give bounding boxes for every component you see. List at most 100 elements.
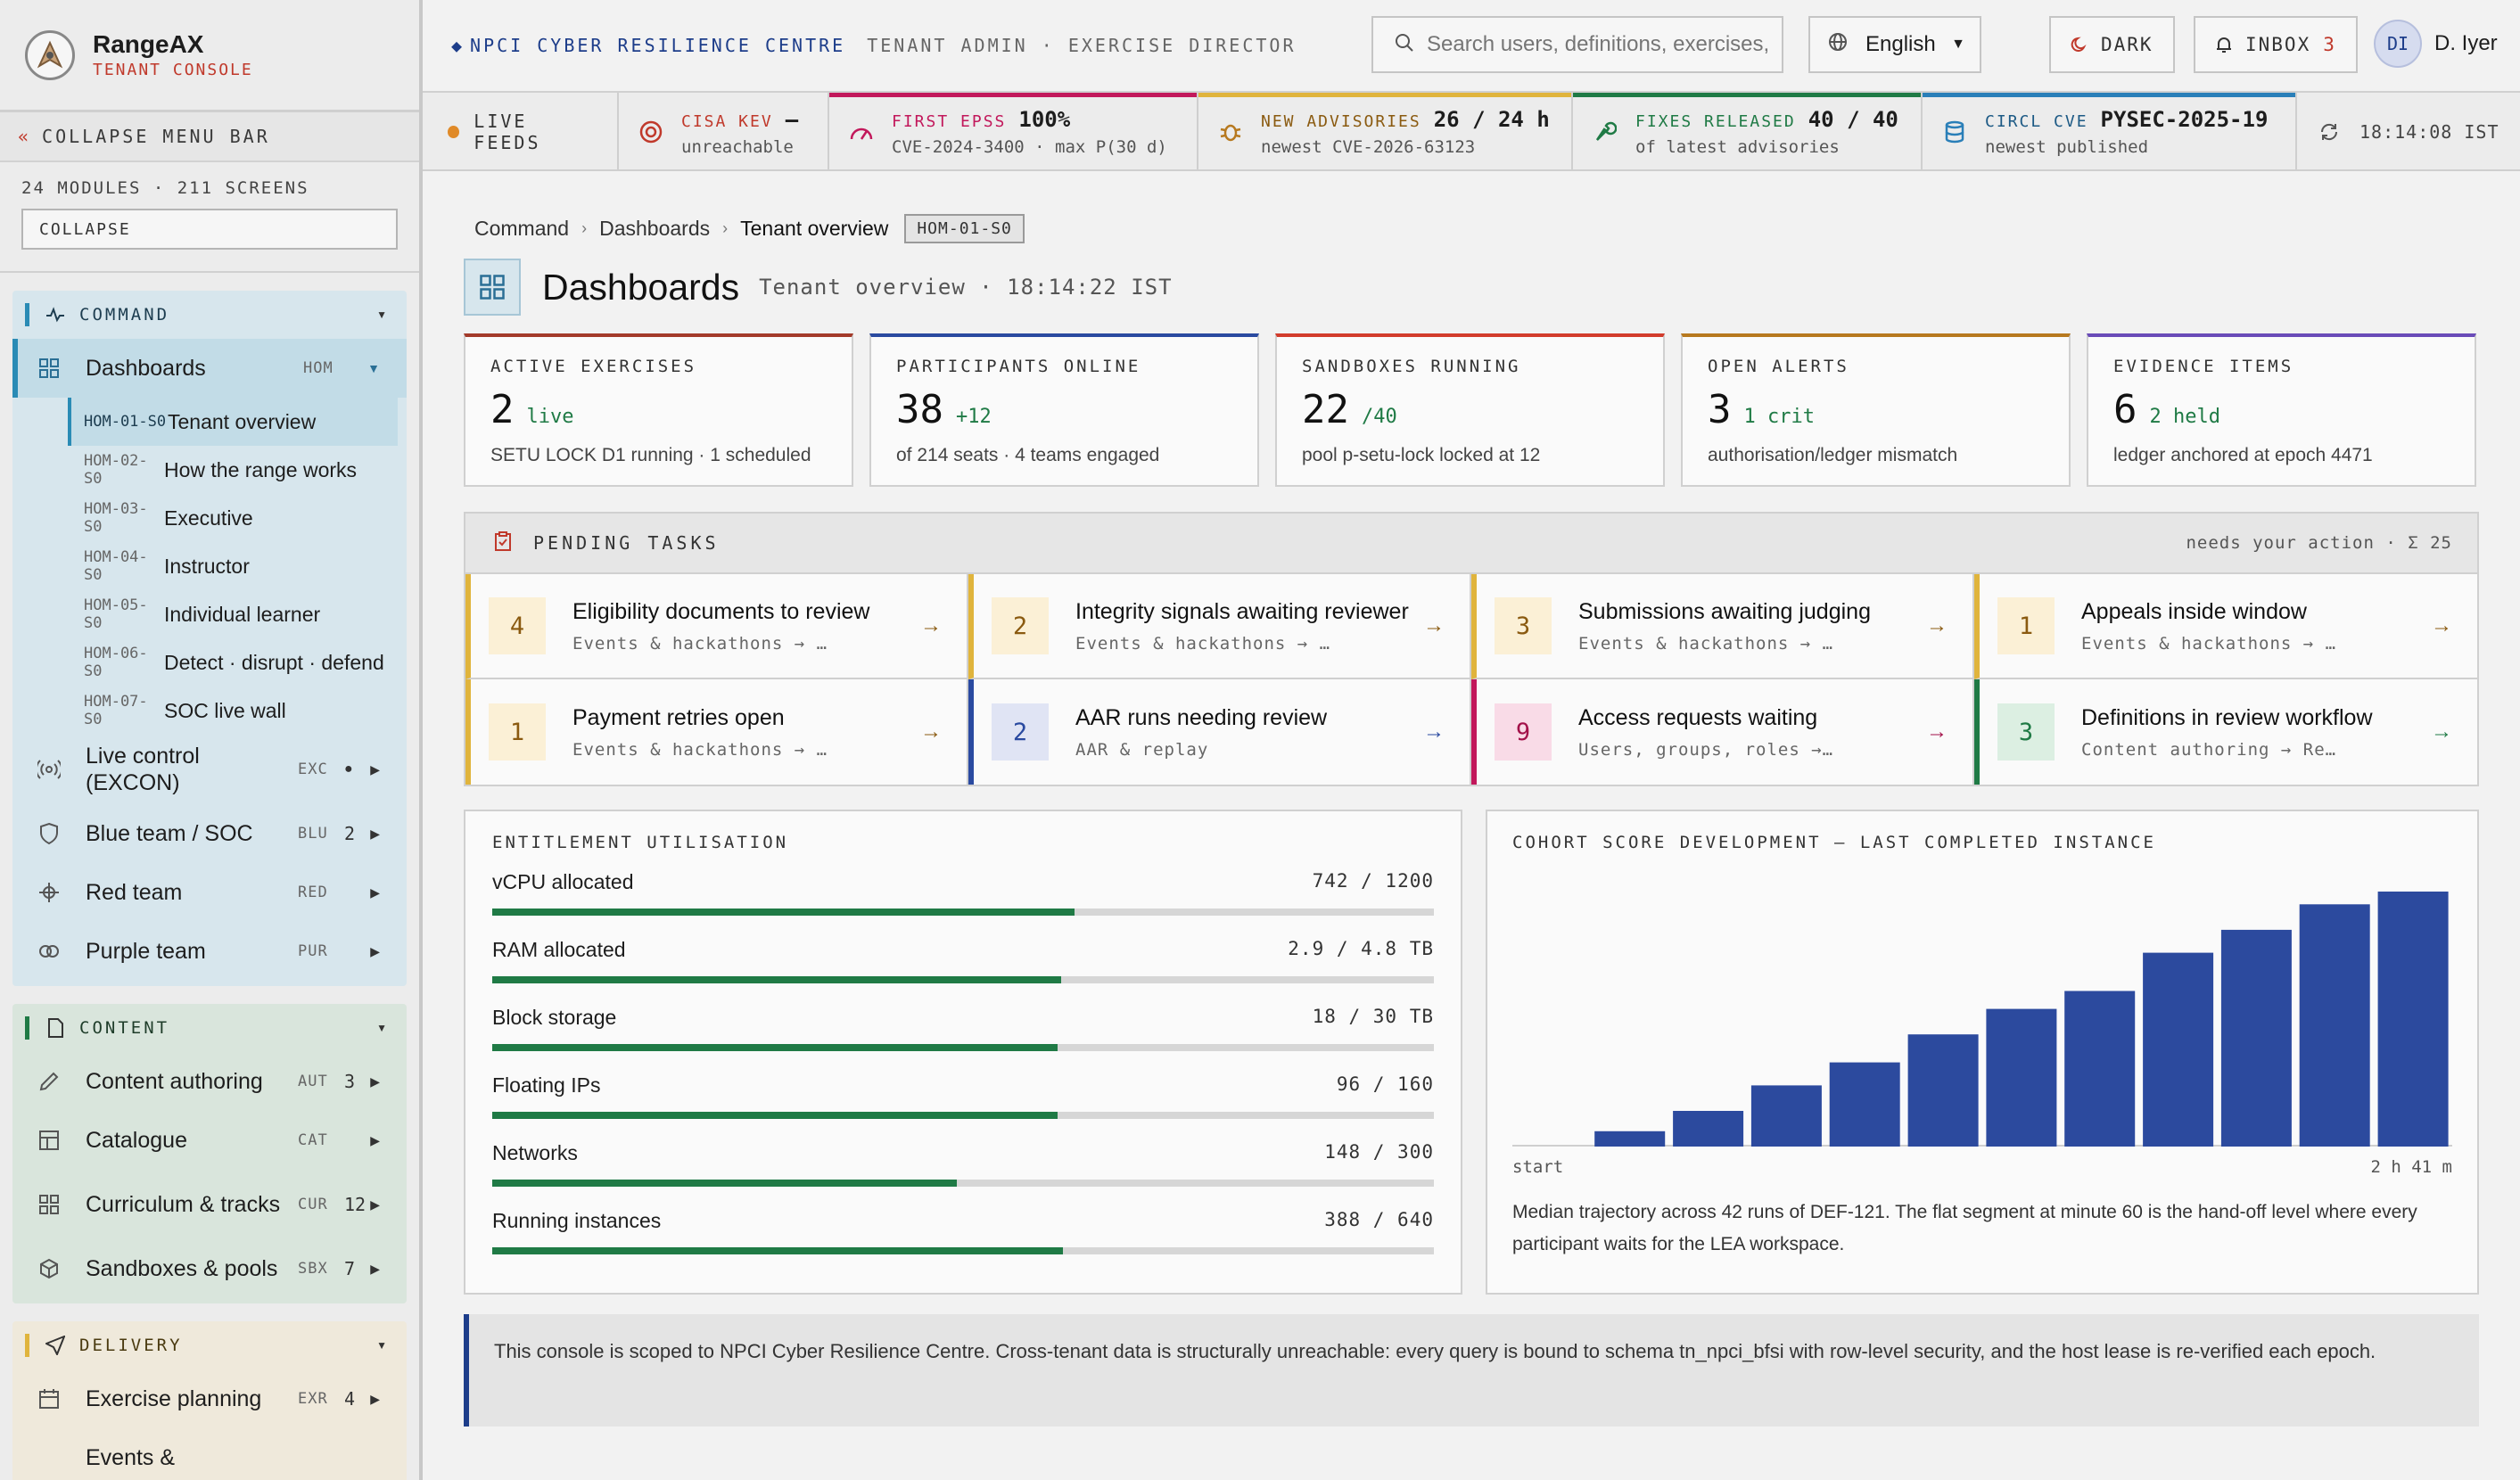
arrow-right-icon: → [1423,719,1445,744]
feed-new-advisories[interactable]: NEW ADVISORIES 26 / 24 h newest CVE-2026-… [1198,93,1573,171]
breadcrumb-command[interactable]: Command [474,217,570,240]
dark-mode-button[interactable]: DARK [2049,16,2175,73]
breadcrumb-dashboards[interactable]: Dashboards [599,217,711,240]
sidebar-item-label: Red team [86,880,183,905]
module-code: CUR [298,1196,328,1213]
shield-icon [36,820,62,847]
task-card[interactable]: 2 Integrity signals awaiting reviewer Even… [968,574,1471,679]
entitlement-row: Running instances 388 / 640 [492,1209,1434,1254]
sidebar-subitem-tenant-overview[interactable]: HOM-01-S0 Tenant overview [68,398,398,446]
group-accent [25,1334,29,1357]
feed-accent [1573,93,1921,97]
sidebar-item-dashboards[interactable]: Dashboards HOM ▼ [12,339,407,398]
group-header-command[interactable]: COMMAND ▼ [12,291,407,339]
sidebar-item-sandboxes[interactable]: Sandboxes & pools SBX 7 ▶ [12,1239,407,1298]
sidebar-item-exercise-planning[interactable]: Exercise planning EXR 4 ▶ [12,1369,407,1428]
progress-bar [492,1247,1434,1254]
sidebar-subitem-how-range-works[interactable]: HOM-02-S0 How the range works [68,446,398,494]
clock-value: 18:14:08 IST [2359,121,2499,143]
nav-group-delivery: DELIVERY ▼ Exercise planning EXR 4 ▶ Eve… [12,1321,407,1480]
stat-active-exercises[interactable]: ACTIVE EXERCISES 2 live SETU LOCK D1 runn… [464,333,853,487]
link-rings-icon [36,938,62,965]
entitlement-row: Floating IPs 96 / 160 [492,1073,1434,1119]
sidebar-subitem-detect-disrupt-defend[interactable]: HOM-06-S0 Detect · disrupt · defend [68,638,398,687]
stat-participants-online[interactable]: PARTICIPANTS ONLINE 38 +12 of 214 seats ·… [869,333,1259,487]
sidebar-item-purple-team[interactable]: Purple team PUR ▶ [12,922,407,981]
task-card[interactable]: 4 Eligibility documents to review Events &… [465,574,968,679]
group-header-delivery[interactable]: DELIVERY ▼ [12,1321,407,1369]
sidebar-item-content-authoring[interactable]: Content authoring AUT 3 ▶ [12,1052,407,1111]
sidebar-item-catalogue[interactable]: Catalogue CAT ▶ [12,1111,407,1170]
module-code: RED [298,884,328,901]
cohort-title: COHORT SCORE DEVELOPMENT — LAST COMPLETE… [1512,833,2156,852]
search-box[interactable] [1371,16,1783,73]
subitem-label: Individual learner [164,602,321,626]
task-path: AAR & replay [1075,739,1209,760]
task-card[interactable]: 2 AAR runs needing review AAR & replay → [968,679,1471,785]
task-card[interactable]: 1 Payment retries open Events & hackathons… [465,679,968,785]
live-feeds-label: LIVE FEEDS [423,93,619,171]
inbox-button[interactable]: INBOX 3 [2194,16,2358,73]
sidebar-item-label: Dashboards [86,356,206,381]
stat-open-alerts[interactable]: OPEN ALERTS 3 1 crit authorisation/ledger… [1681,333,2071,487]
feed-clock[interactable]: 18:14:08 IST [2297,93,2520,171]
entitlement-value: 742 / 1200 [1312,870,1434,892]
sidebar-item-blue-team[interactable]: Blue team / SOC BLU 2 ▶ [12,804,407,863]
feed-value: 26 / 24 h [1433,107,1550,132]
chevron-right-icon: ▶ [370,1073,380,1089]
search-icon [1395,33,1414,57]
screen-tag: HOM-01-S0 [904,214,1025,243]
task-card[interactable]: 3 Definitions in review workflow Content a… [1974,679,2477,785]
sidebar-item-live-control[interactable]: Live control (EXCON) EXC ● ▶ [12,735,407,804]
sidebar-item-red-team[interactable]: Red team RED ▶ [12,863,407,922]
entitlement-rows: vCPU allocated 742 / 1200 RAM allocated 2.9… [492,870,1434,1254]
calendar-icon [36,1385,62,1412]
task-name: Payment retries open [572,704,785,730]
collapse-menu-bar[interactable]: « COLLAPSE MENU BAR [0,112,419,162]
x-label-end: 2 h 41 m [2370,1157,2452,1177]
grid-icon [36,1191,62,1218]
sidebar-subitem-individual-learner[interactable]: HOM-05-S0 Individual learner [68,590,398,638]
user-menu[interactable]: DI D. Iyer [2374,20,2498,68]
divider [0,271,419,273]
task-card[interactable]: 1 Appeals inside window Events & hackathon… [1974,574,2477,679]
sidebar-item-curriculum[interactable]: Curriculum & tracks CUR 12 ▶ [12,1170,407,1239]
task-card[interactable]: 9 Access requests waiting Users, groups, r… [1471,679,1974,785]
sidebar-subitem-executive[interactable]: HOM-03-S0 Executive [68,494,398,542]
stat-evidence-items[interactable]: EVIDENCE ITEMS 6 2 held ledger anchored a… [2087,333,2476,487]
nav-group-command: COMMAND ▼ Dashboards HOM ▼ HOM-01-S0 Ten… [12,291,407,986]
feed-cisa-kev[interactable]: CISA KEV — unreachable [619,93,829,171]
feed-circl-cve[interactable]: CIRCL CVE PYSEC-2025-19 newest published [1923,93,2297,171]
breadcrumb-separator-icon: › [581,219,588,237]
task-count: 2 [992,703,1049,761]
chart-bar [1907,1034,1979,1147]
group-header-content[interactable]: CONTENT ▼ [12,1004,407,1052]
feed-title: FIXES RELEASED [1635,112,1796,131]
stat-sandboxes-running[interactable]: SANDBOXES RUNNING 22/40 pool p-setu-lock… [1275,333,1665,487]
sidebar-subitem-instructor[interactable]: HOM-04-S0 Instructor [68,542,398,590]
feed-sub: CVE-2024-3400 · max P(30 d) [892,137,1167,157]
feed-fixes-released[interactable]: FIXES RELEASED 40 / 40 of latest advisori… [1573,93,1923,171]
chart-bar [1750,1085,1822,1147]
sidebar-subitem-soc-live-wall[interactable]: HOM-07-S0 SOC live wall [68,687,398,735]
module-code: HOM [303,359,334,377]
events-icon [36,1444,62,1471]
feed-first-epss[interactable]: FIRST EPSS 100% CVE-2024-3400 · max P(30 … [829,93,1198,171]
inbox-count: 3 [2323,34,2336,55]
progress-bar [492,1180,1434,1187]
task-path: Users, groups, roles → Users [1578,739,1837,760]
sidebar-item-events[interactable]: Events & [12,1428,407,1480]
search-input[interactable] [1427,32,1775,57]
collapse-button[interactable]: COLLAPSE [21,209,398,250]
module-code: SBX [298,1260,328,1278]
task-card[interactable]: 3 Submissions awaiting judging Events & ha… [1471,574,1974,679]
stat-foot: ledger anchored at epoch 4471 [2113,445,2373,465]
language-select[interactable]: English ▼ [1808,16,1981,73]
dark-label: DARK [2101,34,2154,55]
subitem-label: Executive [164,506,253,530]
diamond-icon: ◆ [451,35,465,56]
group-label: CONTENT [79,1018,170,1038]
entitlement-value: 2.9 / 4.8 TB [1288,938,1434,959]
cube-icon [36,1255,62,1282]
globe-icon [1828,32,1848,58]
